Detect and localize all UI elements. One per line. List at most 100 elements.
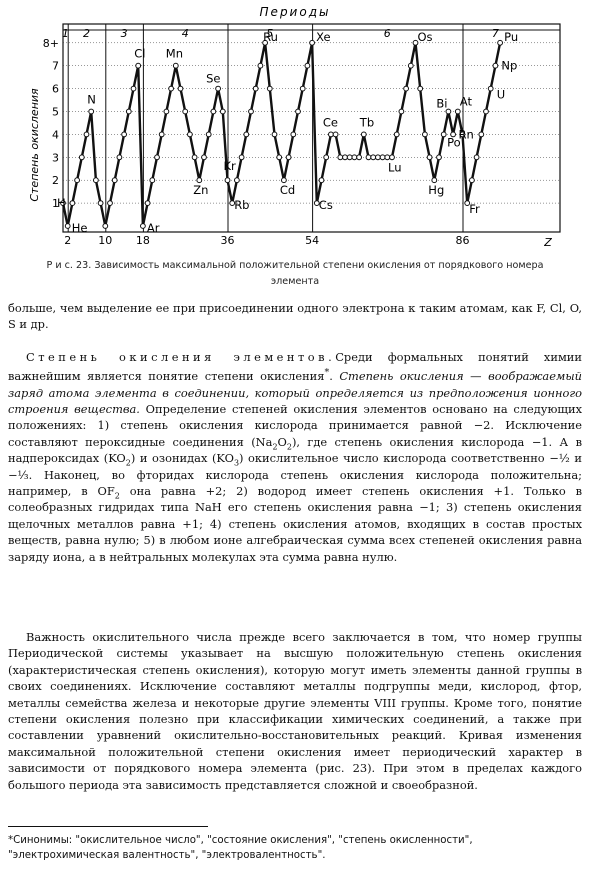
data-point: [379, 154, 386, 161]
data-point: [422, 131, 428, 138]
data-point: [309, 39, 316, 46]
element-label: Po: [447, 135, 461, 149]
paragraph-2-text: ) окислительное число кислорода соответс…: [8, 451, 582, 499]
data-point: [64, 223, 71, 229]
data-point: [88, 108, 95, 115]
data-point: [478, 131, 485, 138]
data-point: [407, 62, 414, 69]
element-label: Bi: [436, 97, 447, 111]
data-point: [271, 131, 278, 138]
data-point: [234, 177, 240, 184]
paragraph-1: больше, чем выделение ее при присоединен…: [8, 301, 582, 332]
element-label: Kr: [224, 159, 237, 173]
data-point: [257, 62, 264, 69]
element-label: U: [497, 88, 505, 102]
data-point: [224, 177, 231, 184]
figure-caption: Р и с. 23. Зависимость максимальной поло…: [46, 260, 544, 287]
paragraph-3: Важность окислительного числа прежде все…: [8, 630, 582, 792]
data-point: [140, 223, 146, 229]
data-point: [342, 154, 348, 161]
data-point: [149, 177, 156, 184]
definition-italic: Степень окисления — воображаемый заряд а…: [8, 369, 582, 417]
data-point: [360, 131, 367, 138]
element-label: Fr: [469, 202, 480, 216]
y-tick-label: 8+: [43, 37, 59, 50]
data-point: [356, 154, 363, 161]
data-point: [487, 85, 494, 92]
subscript: 2: [272, 442, 278, 452]
oxidation-curve: [61, 41, 502, 228]
data-point: [144, 200, 151, 207]
element-label: Cs: [319, 198, 333, 212]
x-tick-label: 10: [98, 234, 112, 247]
data-point: [168, 85, 175, 92]
data-point: [351, 154, 358, 161]
data-point: [229, 200, 236, 207]
x-axis-label: Z: [543, 236, 552, 249]
element-label: Rb: [234, 198, 249, 212]
period-number: 5: [266, 27, 273, 40]
data-point: [135, 62, 142, 69]
data-point: [328, 131, 334, 138]
data-point: [262, 39, 269, 46]
data-point: [83, 131, 90, 138]
element-label: Ar: [147, 221, 160, 235]
data-point: [389, 154, 395, 161]
data-point: [440, 131, 447, 138]
element-label: Ce: [323, 115, 338, 129]
y-axis-label: Степень окисления: [28, 88, 41, 202]
data-point: [365, 154, 372, 161]
data-point: [370, 154, 377, 161]
element-label: Hg: [428, 183, 444, 197]
period-number: 4: [182, 27, 189, 40]
x-tick-label: 54: [305, 234, 319, 247]
data-point: [332, 131, 339, 138]
data-point: [111, 177, 118, 184]
data-point: [483, 108, 489, 115]
data-point: [299, 85, 306, 92]
x-tick-label: 36: [221, 234, 235, 247]
period-number: 6: [384, 27, 391, 40]
data-point: [398, 108, 405, 115]
x-tick-label: 86: [456, 234, 470, 247]
data-point: [469, 177, 475, 184]
chart-title: Периоды: [260, 5, 331, 19]
data-point: [454, 108, 461, 115]
element-label: Cd: [280, 183, 295, 197]
data-point: [445, 108, 452, 115]
data-point: [252, 85, 259, 92]
paragraph-2-text: она равна +2; 2) водород имеет степень о…: [8, 484, 582, 564]
data-point: [205, 131, 212, 138]
paragraph-2: Степень окисления элементов.Среди формал…: [8, 349, 582, 565]
data-point: [210, 108, 217, 115]
data-point: [384, 154, 391, 161]
subscript: 2: [114, 491, 120, 501]
data-point: [290, 131, 297, 138]
data-point: [431, 177, 438, 184]
data-point: [130, 85, 137, 92]
paragraph-2-text: O: [277, 434, 287, 449]
element-label: H: [57, 196, 66, 210]
period-number: 2: [83, 27, 90, 40]
y-tick-label: 4: [52, 128, 59, 141]
x-tick-label: 18: [136, 234, 150, 247]
data-point: [116, 154, 123, 161]
data-point: [285, 154, 292, 161]
data-point: [450, 131, 457, 138]
data-point: [323, 154, 330, 161]
x-tick-label: 2: [64, 234, 71, 247]
element-label: N: [87, 93, 96, 107]
element-label: Mn: [166, 47, 183, 61]
element-label: Zn: [193, 183, 208, 197]
data-point: [215, 85, 222, 92]
data-point: [196, 177, 203, 184]
element-label: Rn: [459, 127, 474, 141]
element-label: Np: [501, 59, 517, 73]
data-point: [313, 200, 320, 207]
element-label: Lu: [388, 160, 402, 174]
element-label: At: [460, 95, 473, 109]
data-point: [125, 108, 132, 115]
data-point: [201, 154, 207, 161]
data-point: [191, 154, 198, 161]
data-point: [473, 154, 480, 161]
